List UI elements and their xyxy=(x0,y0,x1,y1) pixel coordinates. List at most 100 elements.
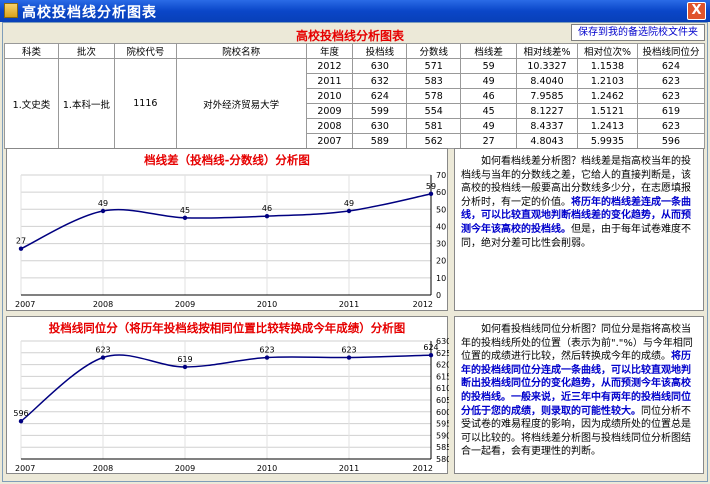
table-cell: 1.1538 xyxy=(576,58,638,74)
title-bar: 高校投档线分析图表 X xyxy=(0,0,710,22)
explain-paragraph: 但是，由于每年试卷难度不同，绝对分差可比性会削弱。 xyxy=(461,223,691,249)
x-tick-label: 2010 xyxy=(257,464,277,473)
x-tick-label: 2012 xyxy=(413,300,433,309)
table-cell: 1.2413 xyxy=(576,118,638,134)
data-label: 59 xyxy=(426,182,436,191)
table-cell: 8.1227 xyxy=(516,103,578,119)
table-cell: 583 xyxy=(406,73,462,89)
y-tick-label: 595 xyxy=(436,420,449,429)
data-label: 49 xyxy=(98,199,108,208)
table-row: 2009 599 554 45 8.1227 1.5121 619 xyxy=(5,103,706,119)
column-header: 院校代号 xyxy=(113,43,177,59)
data-label: 596 xyxy=(13,409,28,418)
data-label: 619 xyxy=(177,355,192,364)
data-label: 623 xyxy=(95,346,110,355)
y-tick-label: 600 xyxy=(436,408,449,417)
x-tick-label: 2011 xyxy=(339,300,359,309)
y-tick-label: 10 xyxy=(436,274,446,283)
category-cell: 1.文史类 xyxy=(4,58,59,149)
data-label: 49 xyxy=(344,199,354,208)
y-tick-label: 60 xyxy=(436,188,446,197)
table-cell: 632 xyxy=(352,73,408,89)
table-cell: 1.2103 xyxy=(576,73,638,89)
column-header: 档线差 xyxy=(460,43,518,59)
x-tick-label: 2010 xyxy=(257,300,277,309)
table-cell: 623 xyxy=(636,73,706,89)
column-header: 相对位次% xyxy=(576,43,638,59)
table-cell: 49 xyxy=(460,73,518,89)
x-tick-label: 2009 xyxy=(175,464,195,473)
y-tick-label: 585 xyxy=(436,443,449,452)
table-cell: 8.4337 xyxy=(516,118,578,134)
school-name-cell: 对外经济贸易大学 xyxy=(175,58,307,149)
table-cell: 562 xyxy=(406,133,462,149)
line-gap-explanation: 如何看档线差分析图？档线差是指高校当年的投档线与当年的分数线之差，它给人的直接判… xyxy=(454,148,704,311)
table-cell: 1.2462 xyxy=(576,88,638,104)
series-line xyxy=(20,354,432,422)
series-line xyxy=(20,193,432,250)
table-cell: 59 xyxy=(460,58,518,74)
table-header-row: 科类 批次 院校代号 院校名称 年度 投档线 分数线 档线差 相对线差% 相对位次% 投档线同位分 xyxy=(4,43,706,59)
table-cell: 49 xyxy=(460,118,518,134)
y-tick-label: 610 xyxy=(436,384,449,393)
data-point xyxy=(100,208,106,214)
table-cell: 578 xyxy=(406,88,462,104)
data-point xyxy=(264,355,270,360)
data-label: 46 xyxy=(262,204,272,213)
y-tick-label: 70 xyxy=(436,171,446,180)
y-tick-label: 50 xyxy=(436,205,446,214)
x-tick-label: 2007 xyxy=(15,300,35,309)
data-point xyxy=(18,246,24,251)
y-tick-label: 0 xyxy=(436,291,441,300)
data-point xyxy=(428,191,434,197)
table-cell: 27 xyxy=(460,133,518,149)
data-label: 624 xyxy=(423,343,438,352)
x-tick-label: 2007 xyxy=(15,464,35,473)
batch-cell: 1.本科一批 xyxy=(57,58,115,149)
column-header: 年度 xyxy=(305,43,354,59)
data-point xyxy=(100,355,106,360)
y-tick-label: 590 xyxy=(436,431,449,440)
table-cell: 623 xyxy=(636,118,706,134)
x-tick-label: 2012 xyxy=(413,464,433,473)
explain-paragraph: 如何看档线差分析图？档线差是指高校当年的投档线与当年的分数线之差，它给人的直接判… xyxy=(461,156,691,208)
data-label: 623 xyxy=(259,346,274,355)
column-header: 院校名称 xyxy=(175,43,307,59)
column-header: 批次 xyxy=(57,43,115,59)
line-gap-chart: 档线差（投档线-分数线）分析图 0 10 20 30 40 50 60 70 2007 2008 2… xyxy=(6,148,448,311)
folder-icon xyxy=(4,3,18,18)
table-cell: 571 xyxy=(406,58,462,74)
y-tick-label: 625 xyxy=(436,349,449,358)
chart-plot: 0 10 20 30 40 50 60 70 2007 2008 2009 2010 2011 2012 2… xyxy=(15,171,446,309)
table-cell: 2012 xyxy=(305,58,354,74)
y-tick-label: 40 xyxy=(436,222,446,231)
table-cell: 7.9585 xyxy=(516,88,578,104)
data-point xyxy=(346,208,352,214)
table-cell: 619 xyxy=(636,103,706,119)
table-cell: 630 xyxy=(352,58,408,74)
data-point xyxy=(18,419,24,424)
column-header: 投档线同位分 xyxy=(636,43,706,59)
y-tick-label: 615 xyxy=(436,372,449,381)
explain-paragraph: 同位分析不受试卷的难易程度的影响，因为成绩所处的位置总是可以比较的。将档线差分析… xyxy=(461,405,691,458)
table-cell: 589 xyxy=(352,133,408,149)
close-button[interactable]: X xyxy=(687,2,706,20)
explain-highlight: 将历年的档线差连成一条曲线，可以比较直观地判断档线差的变化趋势，从而预测今年该高… xyxy=(461,196,691,235)
explain-highlight: 将历年的投档线同位分连成一条曲线，可以比较直观地判断出投档线同位分的变化趋势，从… xyxy=(461,351,691,417)
code-cell: 1116 xyxy=(113,58,177,149)
table-row: 2008 630 581 49 8.4337 1.2413 623 xyxy=(5,118,706,134)
table-cell: 2011 xyxy=(305,73,354,89)
table-cell: 581 xyxy=(406,118,462,134)
x-tick-label: 2009 xyxy=(175,300,195,309)
data-label: 27 xyxy=(16,237,26,246)
table-cell: 5.9935 xyxy=(576,133,638,149)
table-cell: 46 xyxy=(460,88,518,104)
data-label: 45 xyxy=(180,206,190,215)
data-point xyxy=(428,352,434,358)
table-cell: 45 xyxy=(460,103,518,119)
y-tick-label: 580 xyxy=(436,455,449,464)
save-to-folder-button[interactable]: 保存到我的备选院校文件夹 xyxy=(571,24,705,41)
y-tick-label: 620 xyxy=(436,361,449,370)
window-title: 高校投档线分析图表 xyxy=(22,5,157,21)
data-point xyxy=(346,355,352,360)
